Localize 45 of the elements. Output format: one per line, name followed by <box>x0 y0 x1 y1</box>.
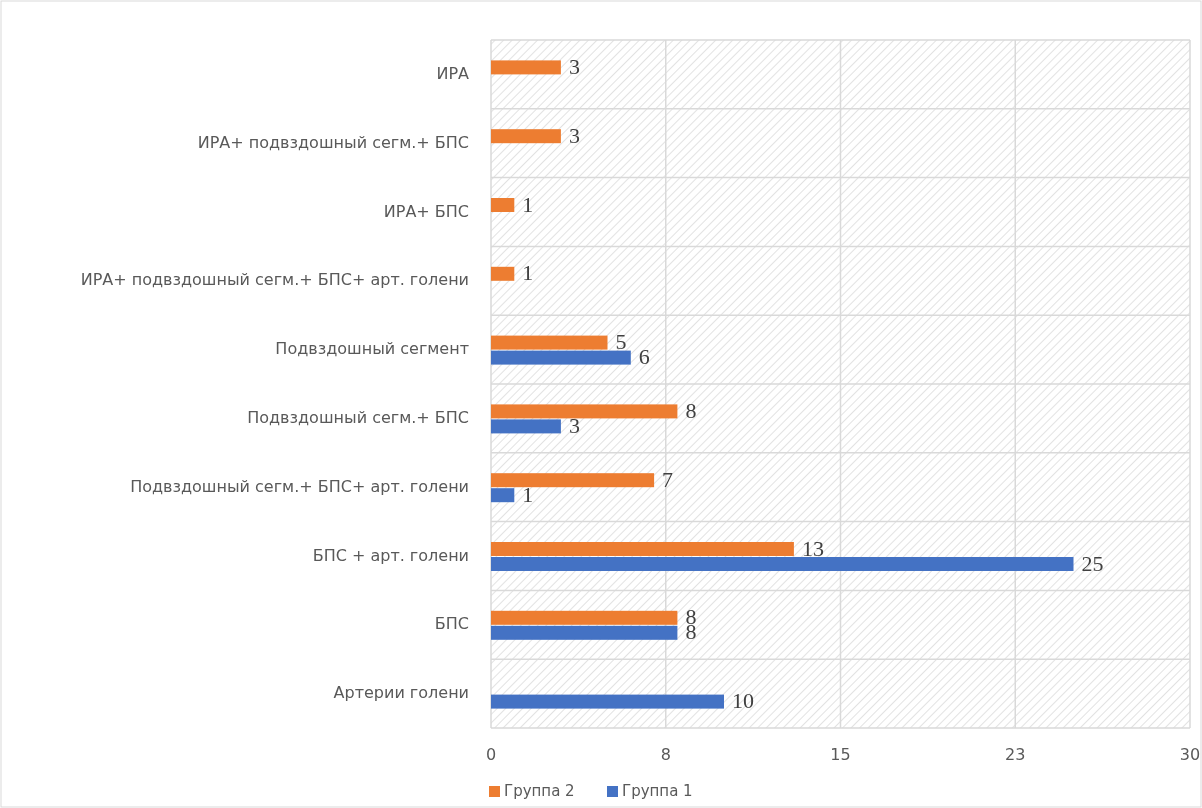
bar <box>491 404 678 419</box>
bar <box>491 557 1074 571</box>
y-tick-label: ИРА <box>436 63 470 83</box>
data-label: 3 <box>568 412 580 438</box>
y-tick-label: Подвздошный сегм.+ БПС+ арт. голени <box>130 476 469 496</box>
bar <box>491 198 515 212</box>
bar <box>491 488 515 503</box>
data-label: 3 <box>568 122 580 148</box>
bar <box>491 419 561 434</box>
bar <box>491 625 678 640</box>
y-tick-label: БПС + арт. голени <box>312 545 469 565</box>
x-tick-label: 15 <box>830 745 851 764</box>
data-label: 7 <box>662 466 674 492</box>
bar <box>491 610 678 625</box>
bar <box>491 266 515 281</box>
x-tick-label: 8 <box>660 745 671 764</box>
data-label: 5 <box>615 329 627 355</box>
y-tick-label: БПС <box>434 614 469 634</box>
data-label: 1 <box>522 481 534 507</box>
data-label: 25 <box>1081 550 1104 576</box>
legend-label: Группа 2 <box>504 782 575 800</box>
y-tick-label: ИРА+ подвздошный сегм.+ БПС <box>197 132 469 152</box>
data-label: 10 <box>732 688 754 714</box>
y-tick-label: Артерии голени <box>333 683 469 703</box>
data-label: 6 <box>638 344 650 370</box>
x-tick-label: 0 <box>485 745 497 764</box>
bar <box>491 542 794 556</box>
x-tick-label: 30 <box>1179 745 1201 764</box>
bar <box>491 473 655 488</box>
data-label: 1 <box>522 260 534 286</box>
data-label: 1 <box>522 191 534 217</box>
bar <box>491 60 561 75</box>
bar <box>491 129 561 144</box>
y-tick-label: Подвздошный сегм.+ БПС <box>247 407 469 427</box>
bar <box>491 694 724 709</box>
y-tick-label: ИРА+ подвздошный сегм.+ БПС+ арт. голени <box>80 270 469 290</box>
x-tick-label: 23 <box>1005 745 1026 764</box>
bar <box>491 335 608 350</box>
data-label: 8 <box>685 397 697 423</box>
legend-label: Группа 1 <box>622 782 693 800</box>
y-tick-label: ИРА+ БПС <box>383 201 469 221</box>
bar <box>491 350 631 365</box>
data-label: 13 <box>801 535 824 561</box>
y-tick-label: Подвздошный сегмент <box>275 339 469 359</box>
data-label: 3 <box>568 53 580 79</box>
